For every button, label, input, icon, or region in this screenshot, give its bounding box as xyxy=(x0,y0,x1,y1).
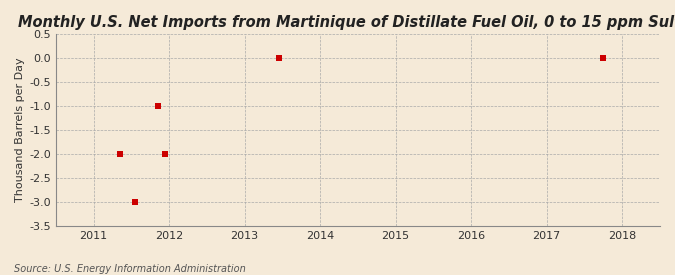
Point xyxy=(160,152,171,156)
Point xyxy=(115,152,126,156)
Text: Source: U.S. Energy Information Administration: Source: U.S. Energy Information Administ… xyxy=(14,264,245,274)
Point xyxy=(598,56,609,60)
Y-axis label: Thousand Barrels per Day: Thousand Barrels per Day xyxy=(15,57,25,202)
Point xyxy=(130,200,140,204)
Point xyxy=(273,56,284,60)
Title: Monthly U.S. Net Imports from Martinique of Distillate Fuel Oil, 0 to 15 ppm Sul: Monthly U.S. Net Imports from Martinique… xyxy=(18,15,675,30)
Point xyxy=(153,104,163,108)
